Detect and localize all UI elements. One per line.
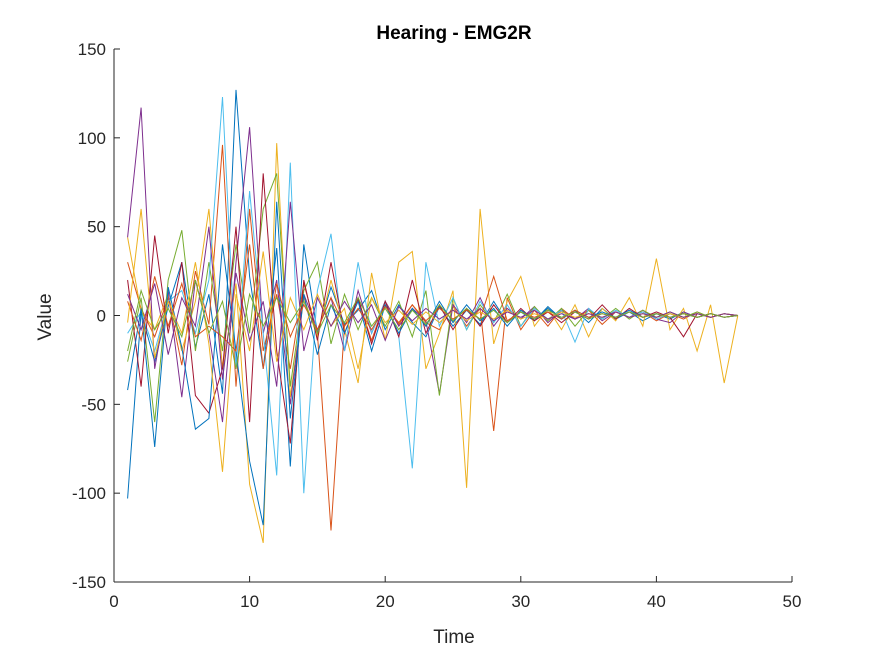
y-tick-label: 0 <box>97 307 106 326</box>
series-line-4 <box>127 107 738 423</box>
series-line-12 <box>127 279 738 369</box>
chart-title: Hearing - EMG2R <box>376 23 531 44</box>
x-tick-label: 30 <box>511 592 530 611</box>
x-tick-label: 0 <box>109 592 118 611</box>
x-axis-label: Time <box>433 627 475 648</box>
series-line-6 <box>127 96 738 494</box>
ticks: 0 10 20 30 40 50 -150 -100 -50 0 50 100 150 <box>72 40 801 611</box>
x-tick-label: 50 <box>783 592 802 611</box>
y-tick-label: 50 <box>87 218 106 237</box>
y-axis-label: Value <box>35 293 56 340</box>
series-line-5 <box>127 173 738 423</box>
x-tick-label: 10 <box>240 592 259 611</box>
y-tick-label: -150 <box>72 573 106 592</box>
x-tick-label: 20 <box>376 592 395 611</box>
x-tick-label: 40 <box>647 592 666 611</box>
y-tick-label: 100 <box>78 129 106 148</box>
series-line-8 <box>127 201 738 526</box>
y-tick-label: -50 <box>81 395 106 414</box>
y-tick-label: -100 <box>72 484 106 503</box>
series-layer <box>127 89 739 544</box>
y-tick-label: 150 <box>78 40 106 59</box>
